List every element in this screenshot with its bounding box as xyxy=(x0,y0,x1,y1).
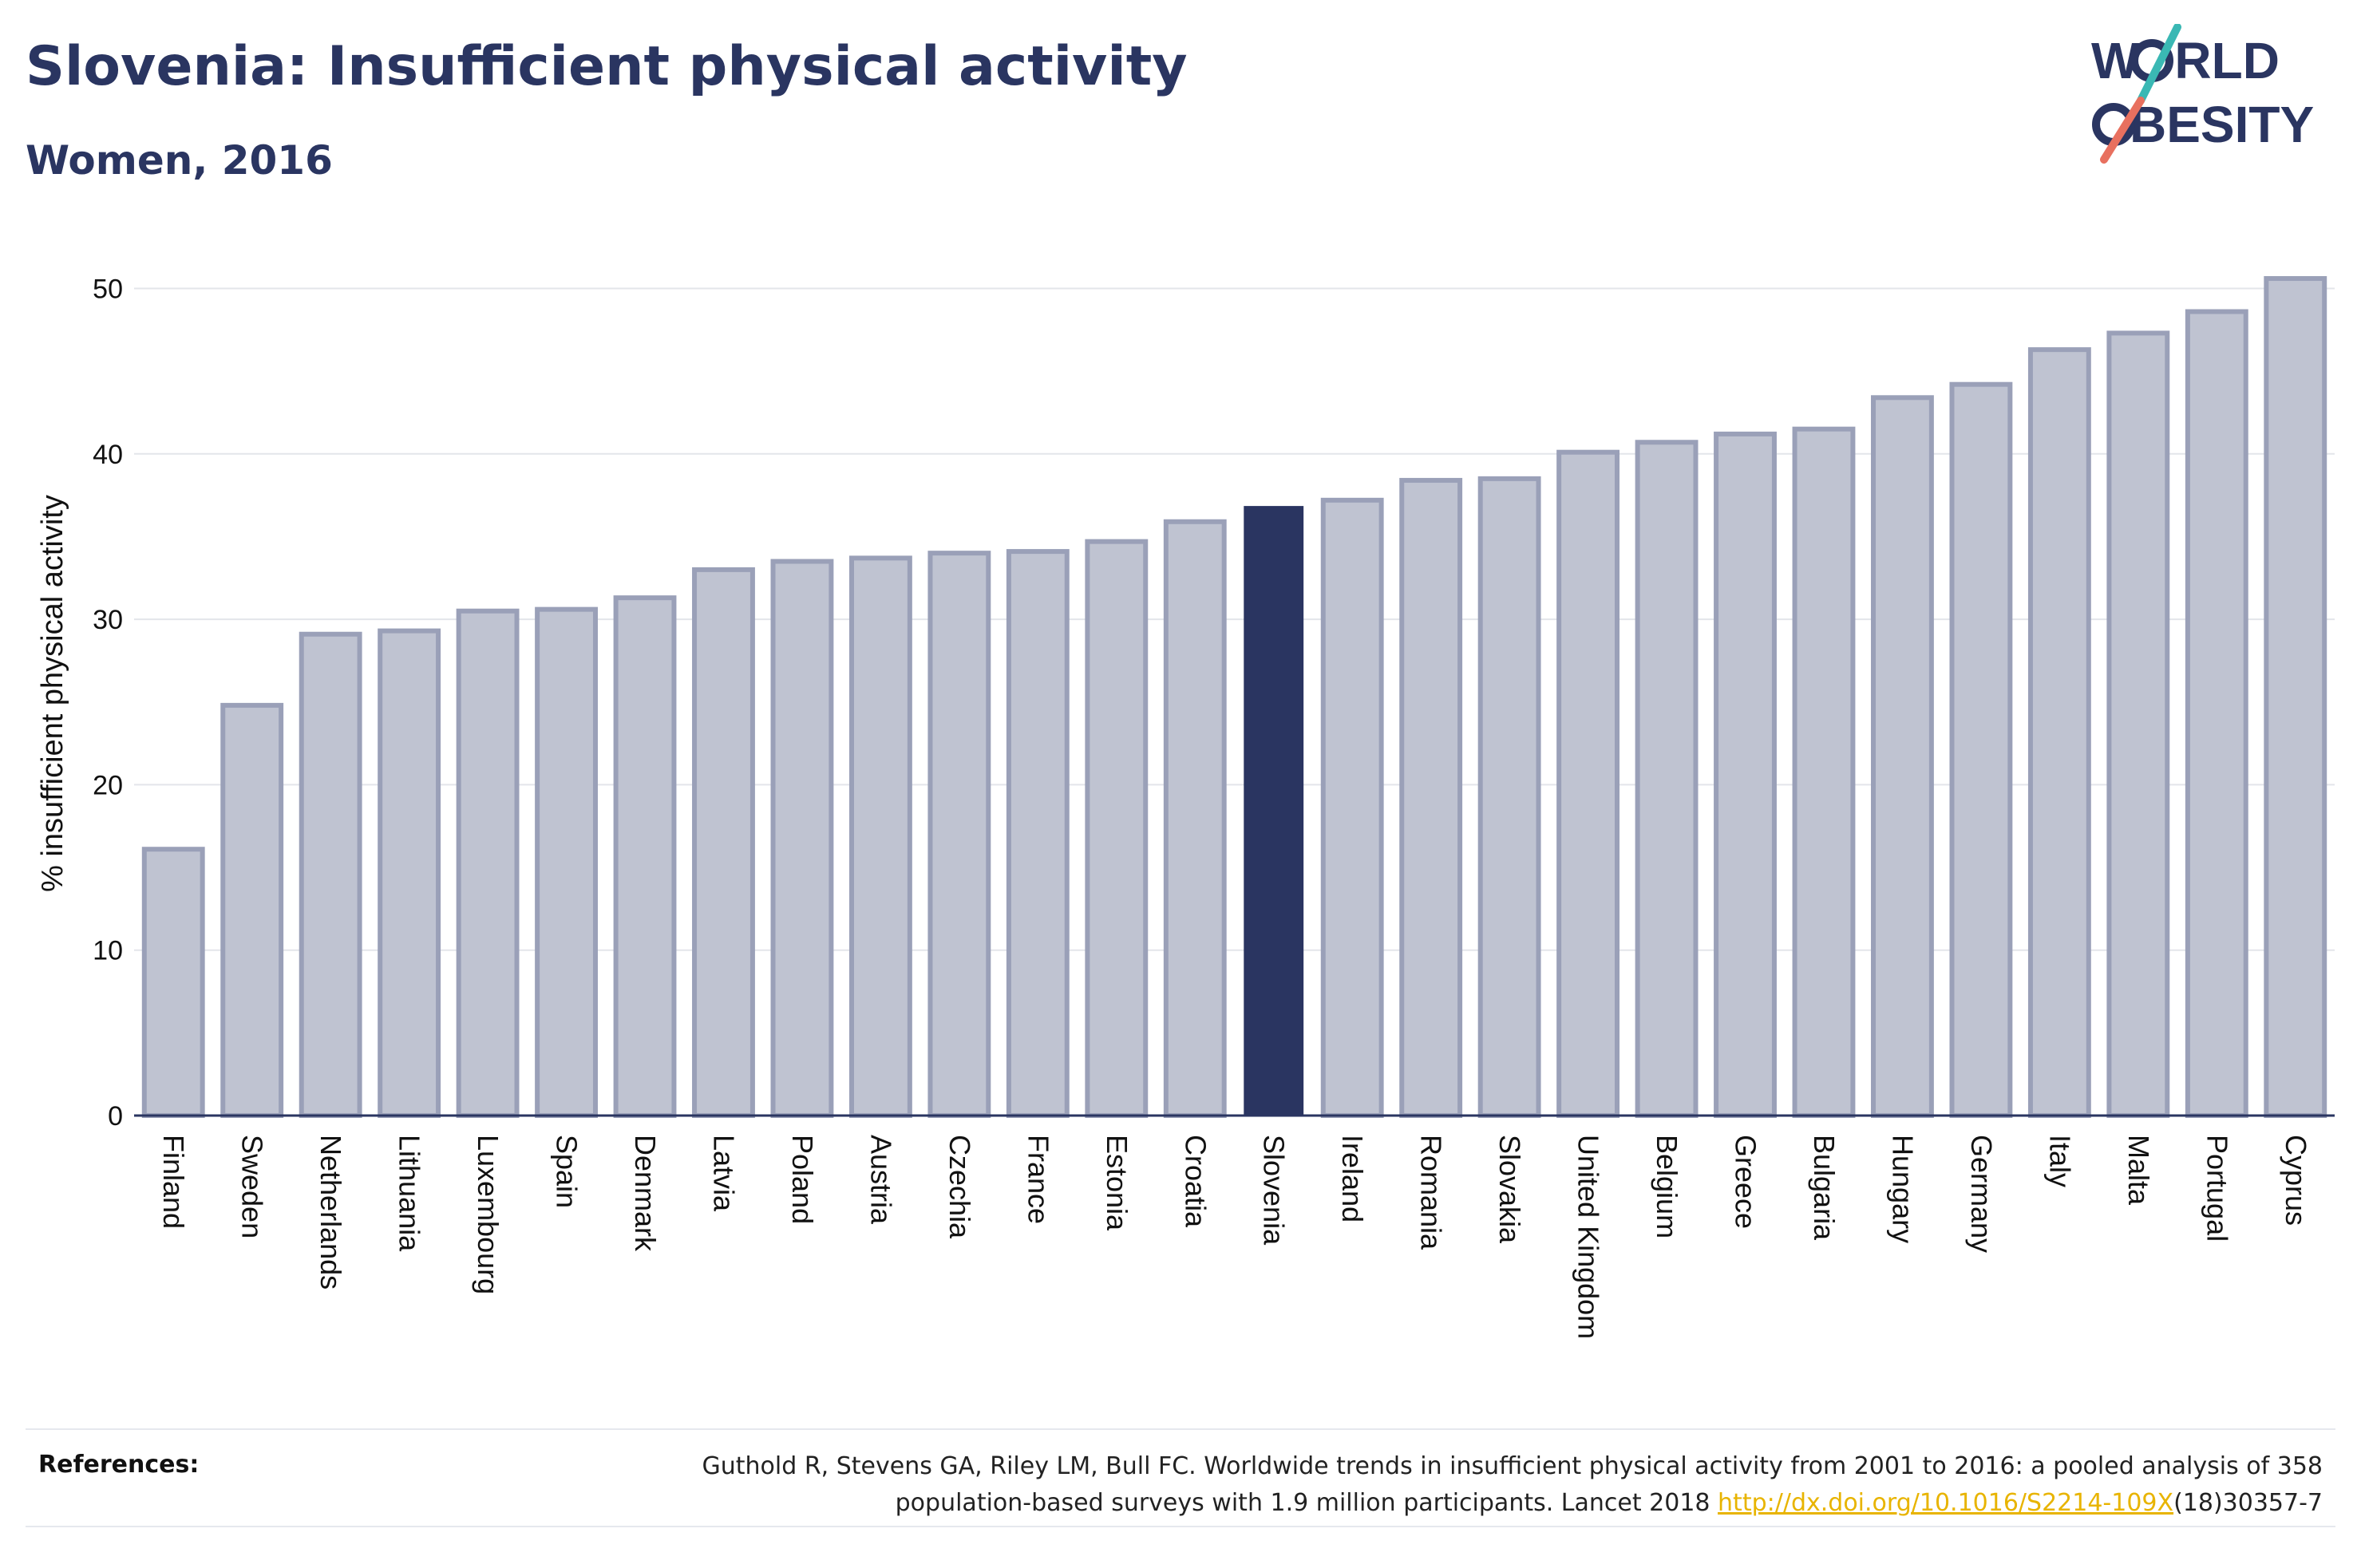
references-text: Guthold R, Stevens GA, Riley LM, Bull FC… xyxy=(423,1448,2323,1522)
bar-finland xyxy=(141,847,205,1118)
logo-text-obesity: BESITY xyxy=(2130,96,2314,153)
x-tick-label: Croatia xyxy=(1179,1135,1212,1228)
x-tick-label: Greece xyxy=(1730,1135,1762,1229)
logo-text-world: W RLD xyxy=(2091,32,2280,89)
x-tick-label: Malta xyxy=(2122,1135,2155,1206)
logo-slash-coral xyxy=(2100,97,2145,164)
bar-malta xyxy=(2106,330,2170,1118)
bar-spain xyxy=(535,606,598,1118)
bar-slovakia xyxy=(1477,476,1541,1118)
bar-latvia xyxy=(692,567,755,1118)
references-bottom-rule xyxy=(26,1526,2335,1527)
x-tick-label: Italy xyxy=(2043,1135,2076,1187)
bar-hungary xyxy=(1871,395,1934,1118)
x-tick-label: Belgium xyxy=(1651,1135,1683,1238)
bar-germany xyxy=(1949,381,2013,1118)
x-tick-label: Denmark xyxy=(629,1135,662,1252)
bar-romania xyxy=(1399,477,1463,1118)
x-tick-label: Slovakia xyxy=(1493,1135,1526,1244)
x-tick-label: Austria xyxy=(864,1135,897,1225)
x-tick-label: Netherlands xyxy=(314,1135,347,1290)
bar-greece xyxy=(1714,431,1777,1118)
bar-czechia xyxy=(927,551,991,1118)
bar-united-kingdom xyxy=(1556,449,1620,1118)
x-tick-label: Spain xyxy=(551,1135,583,1208)
x-tick-label: United Kingdom xyxy=(1572,1135,1605,1339)
bar-france xyxy=(1006,549,1070,1118)
bar-sweden xyxy=(220,702,284,1118)
y-axis-title: % insufficient physical activity xyxy=(36,495,69,892)
y-tick-labels: 0 10 20 30 40 50 xyxy=(93,274,123,1132)
references-label: References: xyxy=(38,1451,200,1479)
x-tick-label: Poland xyxy=(786,1135,819,1224)
reference-line-1: Guthold R, Stevens GA, Riley LM, Bull FC… xyxy=(702,1452,2323,1480)
x-tick-label: Ireland xyxy=(1336,1135,1369,1222)
x-tick-label: France xyxy=(1022,1135,1054,1224)
reference-doi-link[interactable]: http://dx.doi.org/10.1016/S2214-109X xyxy=(1718,1489,2174,1517)
reference-line-2-prefix: population-based surveys with 1.9 millio… xyxy=(895,1489,1718,1517)
x-tick-label: Romania xyxy=(1415,1135,1448,1250)
y-tick-label: 10 xyxy=(93,936,123,966)
y-tick-label: 20 xyxy=(93,770,123,800)
x-tick-label: Finland xyxy=(157,1135,190,1229)
reference-line-2-suffix: (18)30357-7 xyxy=(2173,1489,2323,1517)
bar-portugal xyxy=(2185,309,2248,1118)
bar-estonia xyxy=(1085,539,1149,1118)
y-tick-label: 50 xyxy=(93,274,123,304)
y-tick-label: 40 xyxy=(93,440,123,470)
x-tick-label: Luxembourg xyxy=(472,1135,504,1294)
chart-subtitle: Women, 2016 xyxy=(26,137,333,184)
bar-bulgaria xyxy=(1792,426,1856,1118)
bar-luxembourg xyxy=(456,608,520,1118)
bar-croatia xyxy=(1163,519,1227,1118)
x-tick-label: Slovenia xyxy=(1258,1135,1291,1246)
x-tick-label: Bulgaria xyxy=(1808,1135,1841,1241)
bars xyxy=(141,276,2327,1118)
x-tick-label: Lithuania xyxy=(394,1135,426,1252)
chart-title: Slovenia: Insufficient physical activity xyxy=(26,35,1188,98)
x-tick-label: Latvia xyxy=(707,1135,740,1212)
bar-netherlands xyxy=(299,631,362,1118)
references-top-rule xyxy=(26,1428,2335,1430)
bar-poland xyxy=(770,559,834,1118)
x-tick-label: Portugal xyxy=(2201,1135,2233,1242)
logo-slash-teal xyxy=(2137,24,2181,105)
bar-belgium xyxy=(1635,440,1699,1118)
x-tick-label: Estonia xyxy=(1101,1135,1133,1231)
x-tick-label: Germany xyxy=(1965,1135,1998,1253)
bar-slovenia xyxy=(1244,506,1304,1116)
x-tick-label: Czechia xyxy=(943,1135,976,1239)
y-tick-label: 30 xyxy=(93,605,123,635)
bar-chart: 0 10 20 30 40 50 Finland Sweden Netherlands Lith… xyxy=(36,274,2335,1339)
bar-cyprus xyxy=(2264,276,2327,1118)
x-tick-label: Hungary xyxy=(1886,1135,1919,1243)
world-obesity-logo: W RLD BESITY xyxy=(2091,24,2314,164)
x-tick-label: Sweden xyxy=(236,1135,269,1238)
x-tick-labels: Finland Sweden Netherlands Lithuania Luxembo… xyxy=(157,1135,2312,1339)
y-tick-label: 0 xyxy=(108,1101,123,1132)
bar-lithuania xyxy=(378,628,441,1118)
bar-austria xyxy=(848,555,912,1118)
x-tick-label: Cyprus xyxy=(2280,1135,2312,1226)
bar-italy xyxy=(2027,347,2091,1118)
bar-denmark xyxy=(613,595,677,1118)
bar-ireland xyxy=(1320,497,1384,1118)
